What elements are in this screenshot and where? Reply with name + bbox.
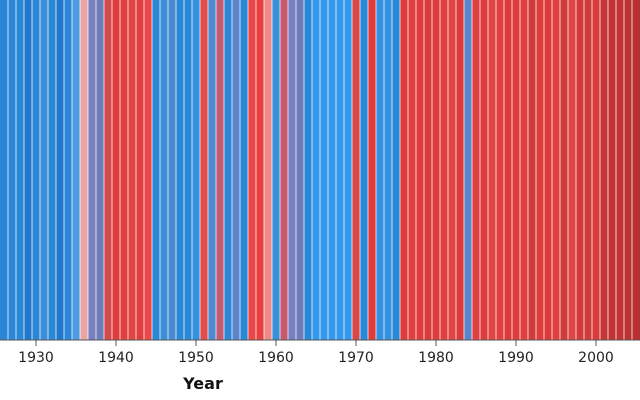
- x-tick-label: 1990: [498, 350, 534, 366]
- stripe-1949: [184, 0, 193, 340]
- stripe-2002: [608, 0, 617, 340]
- stripe-1956: [240, 0, 249, 340]
- stripe-1981: [440, 0, 449, 340]
- stripe-2003: [616, 0, 625, 340]
- stripe-1933: [56, 0, 65, 340]
- stripe-1984: [464, 0, 473, 340]
- stripe-1992: [528, 0, 537, 340]
- stripe-1943: [136, 0, 145, 340]
- stripe-1959: [264, 0, 273, 340]
- stripe-1938: [96, 0, 105, 340]
- stripe-1950: [192, 0, 201, 340]
- stripe-1934: [64, 0, 73, 340]
- stripe-1995: [552, 0, 561, 340]
- stripe-2005: [632, 0, 640, 340]
- stripe-1979: [424, 0, 433, 340]
- stripe-1954: [224, 0, 233, 340]
- stripe-1948: [176, 0, 185, 340]
- stripe-1997: [568, 0, 577, 340]
- stripe-1961: [280, 0, 289, 340]
- stripe-1985: [472, 0, 481, 340]
- stripe-1958: [256, 0, 265, 340]
- stripe-1971: [360, 0, 369, 340]
- stripe-2000: [592, 0, 601, 340]
- stripe-1940: [112, 0, 121, 340]
- stripe-1966: [320, 0, 329, 340]
- stripe-1963: [296, 0, 305, 340]
- stripe-1927: [8, 0, 17, 340]
- stripe-1957: [248, 0, 257, 340]
- x-axis-ticks: 1930 1940 1950 1960 1970 1980 1990 2000: [18, 340, 614, 366]
- stripe-1980: [432, 0, 441, 340]
- x-tick-label: 1970: [338, 350, 374, 366]
- stripe-1965: [312, 0, 321, 340]
- stripe-group: [0, 0, 640, 340]
- stripe-1998: [576, 0, 585, 340]
- stripe-1941: [120, 0, 129, 340]
- stripe-1939: [104, 0, 113, 340]
- x-tick-label: 1950: [178, 350, 214, 366]
- x-tick-label: 2000: [578, 350, 614, 366]
- stripe-1970: [352, 0, 361, 340]
- stripe-1987: [488, 0, 497, 340]
- x-tick-label: 1940: [98, 350, 134, 366]
- stripe-2001: [600, 0, 609, 340]
- stripe-1993: [536, 0, 545, 340]
- stripe-1974: [384, 0, 393, 340]
- stripe-1972: [368, 0, 377, 340]
- stripe-1991: [520, 0, 529, 340]
- stripe-1990: [512, 0, 521, 340]
- stripe-1928: [16, 0, 25, 340]
- stripe-2004: [624, 0, 633, 340]
- stripe-1975: [392, 0, 401, 340]
- stripe-1978: [416, 0, 425, 340]
- stripe-1964: [304, 0, 313, 340]
- stripe-1999: [584, 0, 593, 340]
- stripe-1983: [456, 0, 465, 340]
- stripe-1977: [408, 0, 417, 340]
- x-tick-label: 1960: [258, 350, 294, 366]
- stripe-1932: [48, 0, 57, 340]
- stripe-1944: [144, 0, 153, 340]
- stripe-1982: [448, 0, 457, 340]
- x-tick-label: 1980: [418, 350, 454, 366]
- stripe-1936: [80, 0, 89, 340]
- stripe-1951: [200, 0, 209, 340]
- stripe-1947: [168, 0, 177, 340]
- stripe-1989: [504, 0, 513, 340]
- stripe-1960: [272, 0, 281, 340]
- stripe-1955: [232, 0, 241, 340]
- stripe-1946: [160, 0, 169, 340]
- stripe-1994: [544, 0, 553, 340]
- stripe-1930: [32, 0, 41, 340]
- stripe-1942: [128, 0, 137, 340]
- stripe-1988: [496, 0, 505, 340]
- stripe-1968: [336, 0, 345, 340]
- stripe-1986: [480, 0, 489, 340]
- stripe-1953: [216, 0, 225, 340]
- stripe-1935: [72, 0, 81, 340]
- stripe-1945: [152, 0, 161, 340]
- stripe-1931: [40, 0, 49, 340]
- stripe-1926: [0, 0, 9, 340]
- stripe-1952: [208, 0, 217, 340]
- stripe-1969: [344, 0, 353, 340]
- stripe-1929: [24, 0, 33, 340]
- x-tick-label: 1930: [18, 350, 54, 366]
- stripe-1996: [560, 0, 569, 340]
- stripe-1976: [400, 0, 409, 340]
- stripe-1937: [88, 0, 97, 340]
- x-axis-title: Year: [182, 374, 223, 393]
- stripe-1973: [376, 0, 385, 340]
- stripe-1962: [288, 0, 297, 340]
- stripe-1967: [328, 0, 337, 340]
